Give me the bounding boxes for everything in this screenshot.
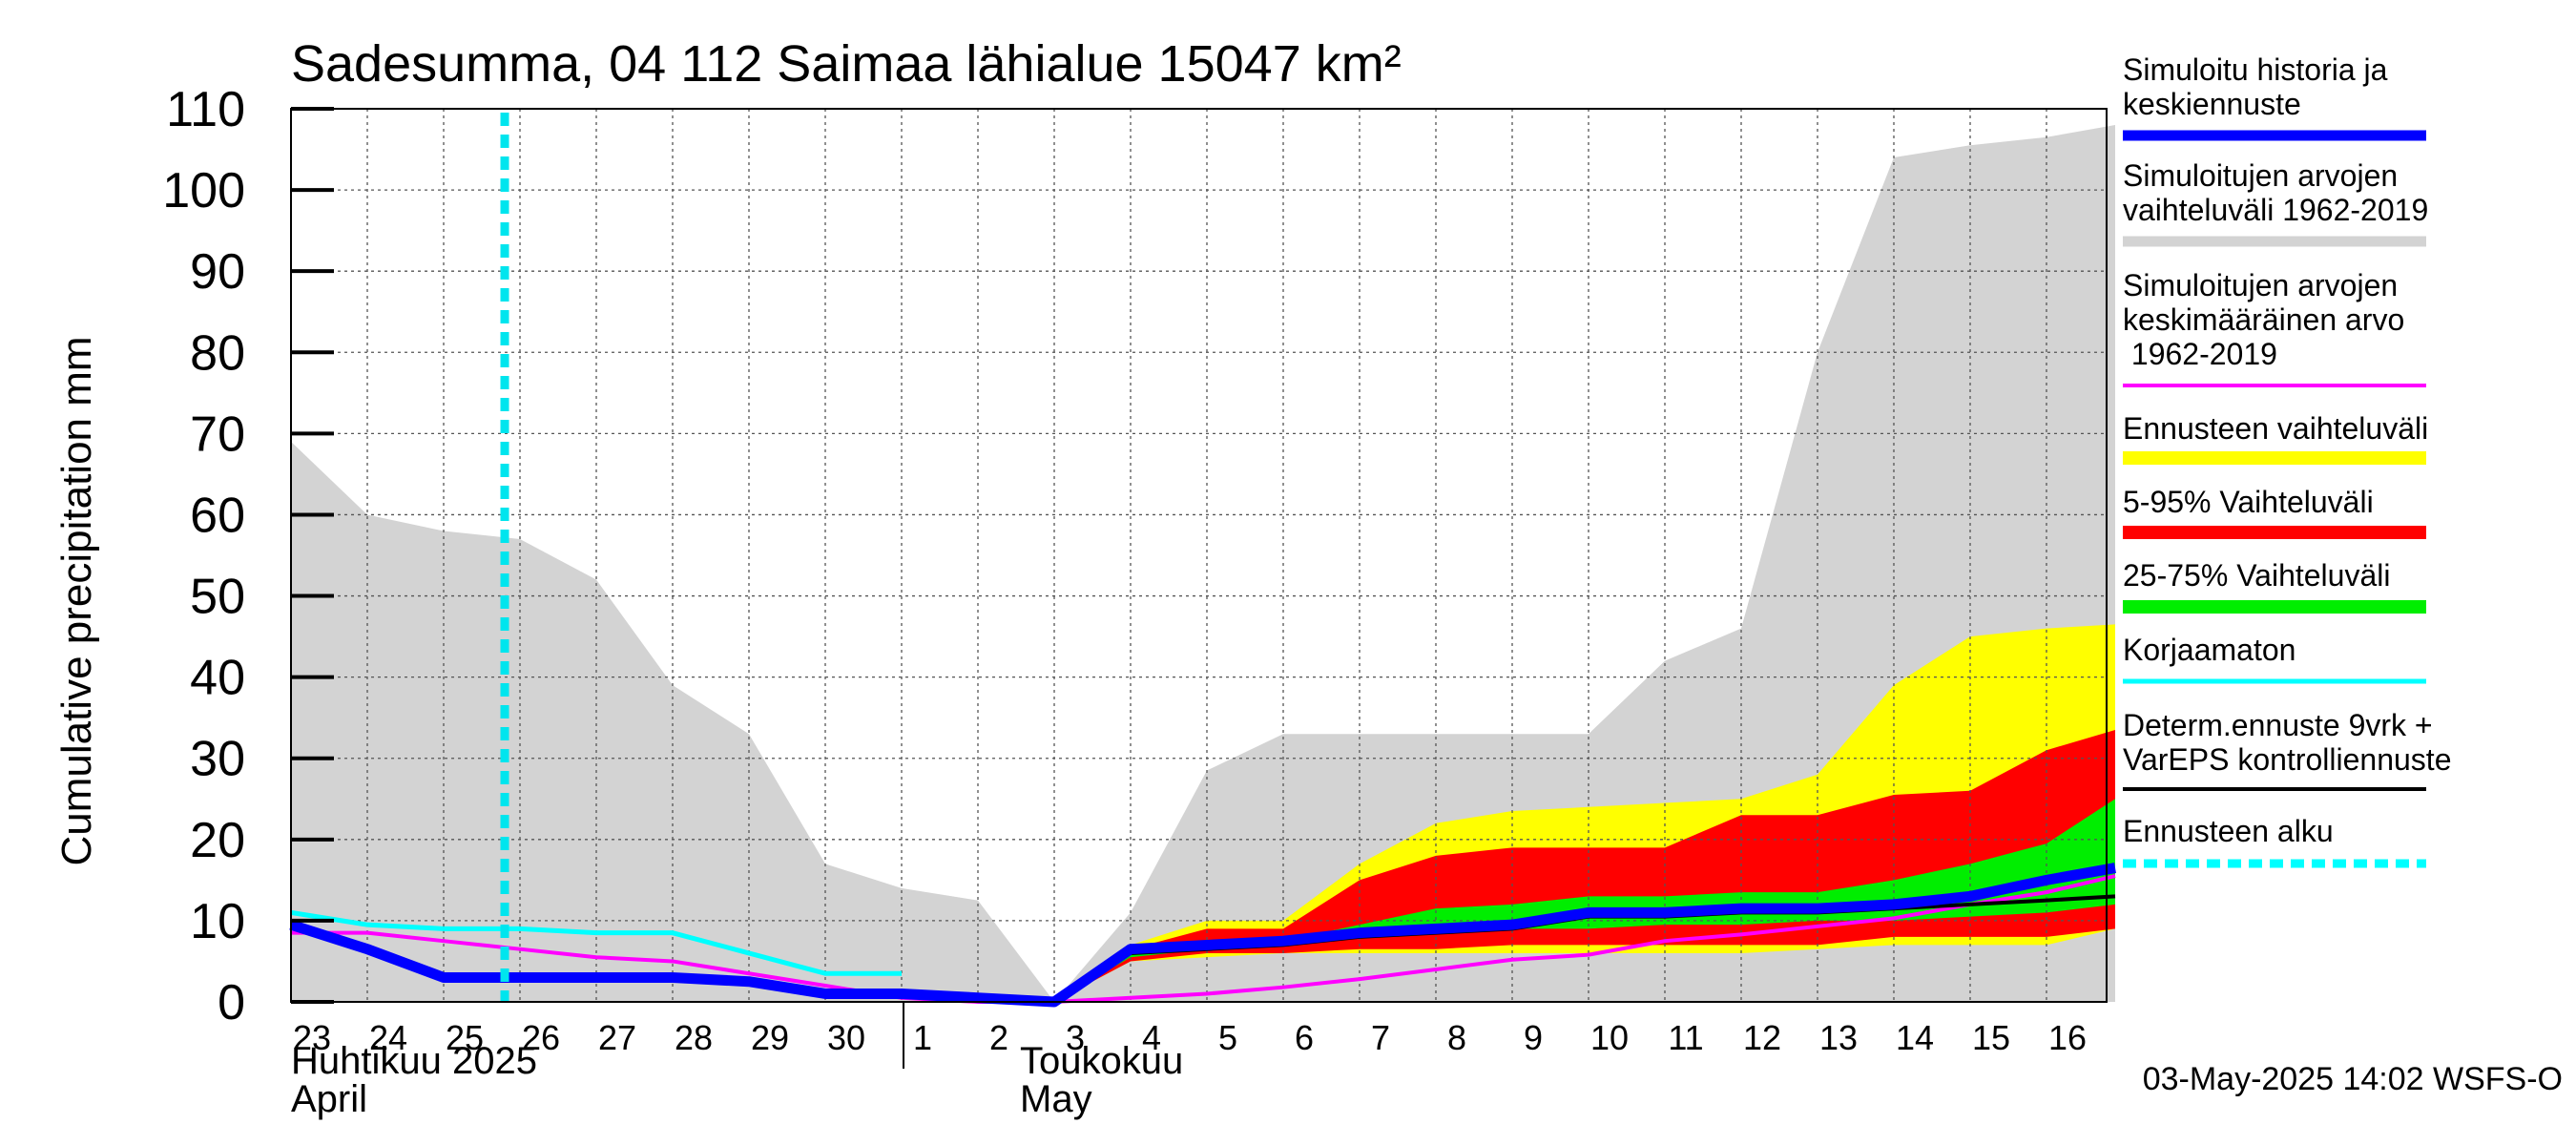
x-tick-label: 1	[913, 1018, 932, 1057]
x-axis: 23 24 25 26 27 28 29 30 1 2 3 4 5 6 7 8 9 10 11 12 13 14 15 16H…	[291, 1002, 2087, 1120]
legend-label: 5-95% Vaihteluväli	[2123, 485, 2374, 519]
x-tick-label: 24	[369, 1018, 407, 1057]
legend-label: Ennusteen alku	[2123, 814, 2334, 848]
y-tick-label: 90	[190, 244, 245, 300]
x-tick-label: 29	[751, 1018, 789, 1057]
x-tick-label: 14	[1896, 1018, 1934, 1057]
month-label: Toukokuu	[1020, 1040, 1183, 1082]
legend-item: Determ.ennuste 9vrk + VarEPS kontrollienn…	[2123, 708, 2451, 791]
y-tick-label: 40	[190, 651, 245, 706]
x-tick-label: 4	[1142, 1018, 1161, 1057]
x-tick-label: 26	[522, 1018, 560, 1057]
legend-item: 25-75% Vaihteluväli	[2123, 558, 2426, 614]
x-tick-label: 3	[1066, 1018, 1085, 1057]
legend-label: Simuloitujen arvojen keskimääräinen arvo …	[2123, 268, 2404, 371]
line-series-0	[290, 909, 902, 976]
x-tick-label: 13	[1819, 1018, 1858, 1057]
y-tick-label: 50	[190, 570, 245, 625]
y-tick-label: 60	[190, 488, 245, 543]
x-tick-label: 23	[293, 1018, 331, 1057]
legend: Simuloitu historia ja keskiennuste Simuloi…	[2123, 52, 2451, 868]
x-tick-label: 8	[1447, 1018, 1466, 1057]
legend-label: Simuloitujen arvojen vaihteluväli 1962-20…	[2123, 158, 2428, 227]
month-label-en: May	[1020, 1078, 1092, 1120]
x-tick-label: 5	[1218, 1018, 1237, 1057]
x-tick-label: 2	[989, 1018, 1008, 1057]
y-tick-label: 70	[190, 406, 245, 462]
x-tick-label: 25	[446, 1018, 484, 1057]
y-tick-label: 80	[190, 325, 245, 381]
y-axis: 0 10 20 30 40 50 60 70 80 90 100 110	[162, 82, 334, 1030]
legend-label: Ennusteen vaihteluväli	[2123, 411, 2428, 446]
y-axis-label: Cumulative precipitation mm	[53, 336, 100, 865]
chart-title: Sadesumma, 04 112 Saimaa lähialue 15047 …	[291, 35, 1402, 93]
y-tick-label: 100	[162, 163, 245, 219]
x-tick-label: 27	[598, 1018, 636, 1057]
y-tick-label: 20	[190, 813, 245, 868]
x-tick-label: 10	[1590, 1018, 1629, 1057]
x-tick-label: 28	[675, 1018, 713, 1057]
line-series-1	[291, 874, 2116, 1004]
y-tick-label: 10	[190, 894, 245, 949]
timestamp: 03-May-2025 14:02 WSFS-O	[2143, 1061, 2563, 1097]
legend-item: Ennusteen vaihteluväli	[2123, 411, 2428, 465]
legend-label: Simuloitu historia ja keskiennuste	[2123, 52, 2388, 121]
plot-area	[289, 108, 2116, 1008]
legend-item: Ennusteen alku	[2123, 814, 2426, 868]
legend-item: Simuloitu historia ja keskiennuste	[2123, 52, 2426, 141]
band-series-0	[291, 125, 2115, 1002]
y-tick-label: 0	[218, 975, 245, 1030]
x-tick-label: 30	[827, 1018, 865, 1057]
x-tick-label: 16	[2048, 1018, 2087, 1057]
legend-label: 25-75% Vaihteluväli	[2123, 558, 2390, 593]
y-tick-label: 110	[166, 82, 245, 137]
legend-item: Simuloitujen arvojen keskimääräinen arvo …	[2123, 268, 2426, 387]
band-series-3	[1054, 799, 2115, 1002]
line-series-3	[289, 863, 2116, 1008]
x-tick-label: 11	[1668, 1018, 1703, 1057]
legend-label: Korjaamaton	[2123, 633, 2296, 667]
legend-label: Determ.ennuste 9vrk + VarEPS kontrollienn…	[2123, 708, 2451, 777]
month-label: Huhtikuu 2025	[291, 1040, 537, 1082]
x-tick-label: 12	[1743, 1018, 1781, 1057]
x-tick-label: 15	[1972, 1018, 2010, 1057]
plot-frame	[290, 108, 2108, 1003]
month-label-en: April	[291, 1078, 367, 1120]
grid	[291, 109, 2107, 1002]
y-tick-label: 30	[190, 732, 245, 787]
x-tick-label: 7	[1371, 1018, 1390, 1057]
x-tick-label: 9	[1524, 1018, 1543, 1057]
legend-item: 5-95% Vaihteluväli	[2123, 485, 2426, 539]
x-tick-label: 6	[1295, 1018, 1314, 1057]
legend-item: Korjaamaton	[2123, 633, 2426, 684]
legend-item: Simuloitujen arvojen vaihteluväli 1962-20…	[2123, 158, 2428, 247]
